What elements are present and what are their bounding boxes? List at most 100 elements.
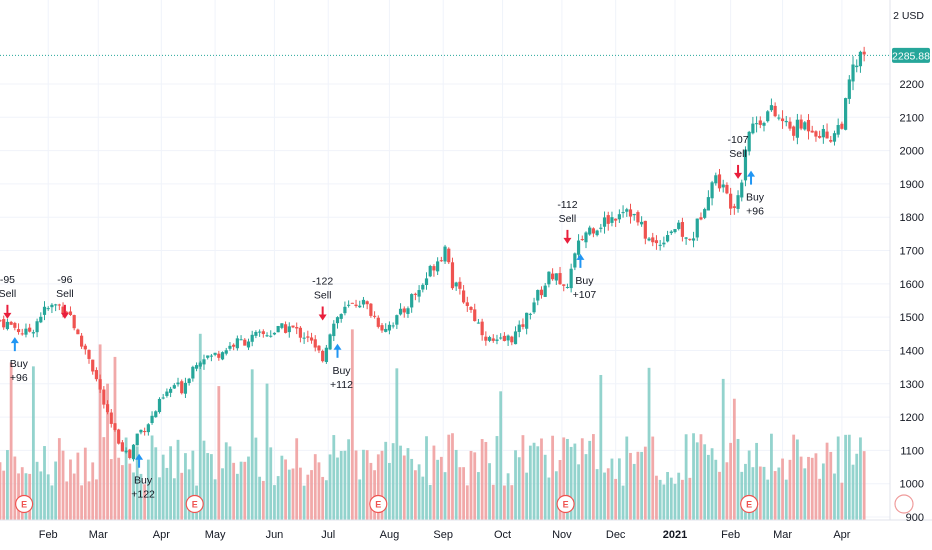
volume-bar — [810, 457, 814, 520]
volume-bar — [146, 459, 150, 520]
candle-body — [220, 352, 225, 360]
candle-body — [680, 222, 685, 237]
volume-bar — [510, 485, 514, 520]
sell-amount-label: -95 — [0, 274, 15, 286]
candle-body — [98, 379, 102, 390]
candle-body — [665, 235, 670, 242]
x-tick-label: Feb — [721, 529, 740, 541]
candle-body — [13, 322, 17, 328]
volume-bar — [72, 473, 76, 520]
volume-bar — [714, 459, 718, 520]
candle-body — [432, 266, 436, 271]
candle-body — [443, 246, 447, 262]
candle-body — [847, 79, 851, 99]
volume-bar — [221, 468, 224, 520]
candle-body — [128, 449, 132, 458]
volume-bar — [321, 476, 325, 520]
volume-bar — [621, 485, 625, 520]
earnings-marker[interactable]: E — [740, 494, 759, 514]
volume-bar — [46, 474, 50, 520]
volume-bar — [224, 442, 228, 520]
volume-bar — [87, 481, 91, 520]
candle-body — [261, 331, 265, 335]
candle-body — [732, 206, 736, 208]
candle-body — [39, 316, 43, 323]
volume-bar — [795, 439, 799, 520]
candle-body — [313, 339, 317, 348]
sell-label: Sell — [729, 148, 747, 160]
candle-body — [688, 238, 692, 240]
volume-bar — [569, 446, 573, 520]
candle-body — [376, 317, 380, 327]
y-tick-label: 1700 — [900, 246, 924, 258]
volume-bar — [324, 480, 328, 520]
volume-bar — [399, 445, 402, 520]
candle-body — [150, 415, 154, 424]
candle-body — [484, 336, 488, 341]
candle-body — [83, 345, 87, 350]
earnings-label: E — [21, 500, 27, 510]
volume-bar — [491, 484, 495, 520]
volume-bar — [710, 448, 714, 520]
candle-body — [469, 307, 473, 310]
x-tick-label: Apr — [153, 529, 170, 541]
candle-layer — [0, 46, 866, 462]
sell-label: Sell — [314, 289, 332, 301]
buy-amount-label: +96 — [746, 206, 764, 218]
last-price-value: 2285.88 — [892, 50, 930, 62]
candle-body — [562, 284, 566, 286]
earnings-label: E — [563, 500, 569, 510]
candle-body — [157, 398, 162, 413]
sell-label: Sell — [559, 213, 577, 225]
candle-body — [729, 193, 733, 209]
candle-body — [740, 182, 744, 198]
earnings-scroll-marker[interactable] — [894, 494, 914, 514]
buy-arrow-head — [333, 343, 342, 350]
volume-bar — [83, 447, 87, 520]
volume-bar — [836, 436, 840, 520]
candle-body — [172, 385, 176, 389]
candle-body — [647, 238, 651, 241]
y-tick-label: 1600 — [900, 279, 924, 291]
volume-bar — [276, 476, 280, 520]
volume-bar — [640, 451, 644, 520]
volume-bar — [706, 454, 710, 520]
candle-body — [354, 304, 358, 307]
candle-body — [591, 228, 596, 234]
volume-bar — [384, 441, 388, 520]
volume-bar — [273, 485, 276, 520]
candle-body — [862, 51, 866, 55]
x-tick-label: Dec — [606, 529, 626, 541]
candle-body — [217, 353, 221, 358]
price-axis[interactable]: 900 1000 1100 1200 1300 1400 1500 1600 1700 1800 1… — [900, 79, 924, 524]
sell-arrow-head — [3, 312, 12, 319]
earnings-marker[interactable]: E — [185, 494, 204, 514]
earnings-marker[interactable]: E — [556, 494, 575, 514]
candle-body — [228, 345, 232, 349]
volume-bar — [662, 484, 666, 520]
candle-body — [57, 304, 61, 306]
candle-body — [814, 131, 818, 137]
volume-bar — [254, 437, 258, 520]
volume-bar — [599, 374, 603, 520]
time-axis[interactable]: Feb Mar Apr May Jun Jul Aug Sep Oct Nov Dec 2021 Feb… — [39, 529, 851, 541]
y-tick-label: 1900 — [900, 179, 924, 191]
candle-body — [169, 388, 173, 393]
candle-body — [120, 442, 124, 452]
earnings-marker[interactable]: E — [15, 494, 34, 514]
earnings-marker[interactable]: E — [369, 494, 388, 514]
candle-body — [72, 315, 76, 329]
candle-body — [766, 111, 770, 122]
candle-body — [818, 135, 822, 138]
candle-body — [380, 325, 384, 331]
candle-body — [450, 262, 455, 289]
volume-bar — [499, 391, 503, 520]
last-price-badge: 2285.88 — [892, 47, 930, 63]
volume-bar — [13, 456, 17, 520]
volume-bar — [536, 446, 540, 520]
x-tick-label: Nov — [552, 529, 572, 541]
volume-bar — [143, 484, 147, 520]
y-tick-label: 1800 — [900, 212, 924, 224]
